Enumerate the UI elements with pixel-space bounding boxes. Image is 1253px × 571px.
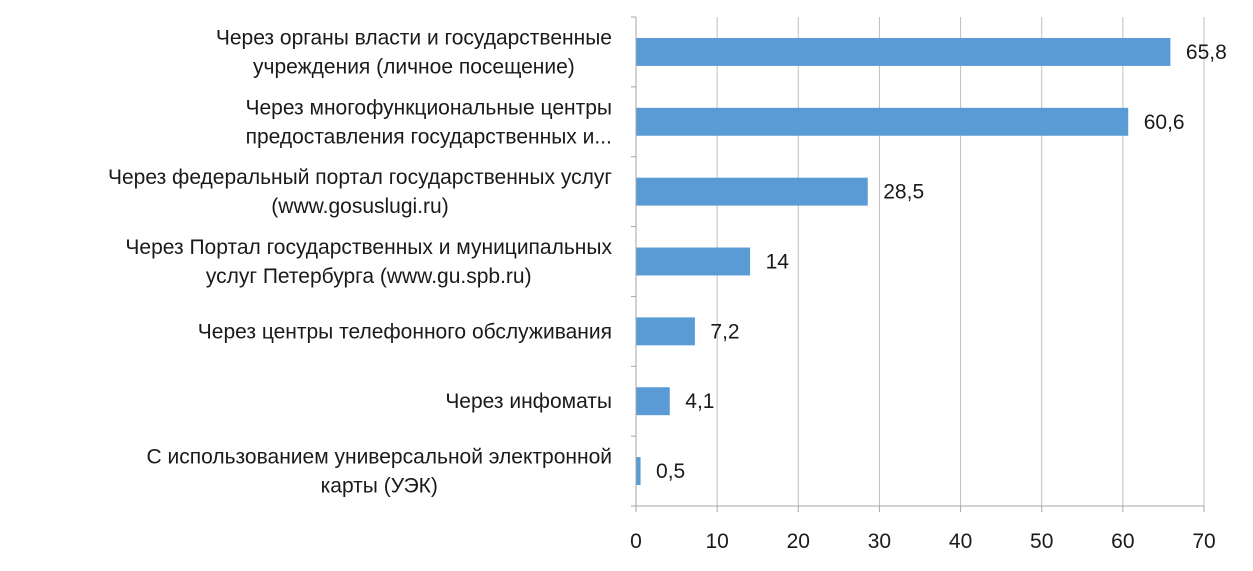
category-label: Через федеральный портал государственных… (108, 166, 612, 189)
bar (636, 107, 1129, 136)
bar (636, 177, 868, 206)
data-label: 65,8 (1186, 41, 1227, 64)
data-label: 28,5 (883, 181, 924, 204)
x-tick-label: 20 (787, 530, 810, 553)
bar (636, 317, 695, 346)
bar (636, 37, 1171, 66)
category-label: учреждения (личное посещение) (253, 55, 575, 78)
category-label: Через Портал государственных и муниципал… (125, 236, 612, 259)
bar (636, 387, 670, 416)
data-label: 4,1 (685, 390, 714, 413)
category-label: карты (УЭК) (321, 475, 438, 498)
category-label: (www.gosuslugi.ru) (271, 195, 448, 218)
category-label: Через центры телефонного обслуживания (198, 320, 612, 343)
x-tick-label: 0 (630, 530, 642, 553)
data-label: 7,2 (710, 320, 739, 343)
x-tick-label: 40 (949, 530, 972, 553)
bar (636, 457, 641, 486)
data-label: 60,6 (1144, 111, 1185, 134)
category-label: Через инфоматы (445, 390, 612, 413)
category-label: С использованием универсальной электронн… (147, 446, 612, 469)
x-tick-label: 60 (1111, 530, 1134, 553)
x-tick-label: 10 (705, 530, 728, 553)
x-tick-label: 70 (1192, 530, 1215, 553)
x-tick-label: 30 (868, 530, 891, 553)
bar (636, 247, 751, 276)
category-label: Через органы власти и государственные (216, 26, 612, 49)
category-label: услуг Петербурга (www.gu.spb.ru) (206, 265, 532, 288)
category-label: Через многофункциональные центры (245, 96, 612, 119)
category-label: предоставления государственных и... (246, 125, 612, 148)
x-tick-label: 50 (1030, 530, 1053, 553)
data-label: 14 (766, 251, 790, 274)
data-label: 0,5 (656, 460, 685, 483)
